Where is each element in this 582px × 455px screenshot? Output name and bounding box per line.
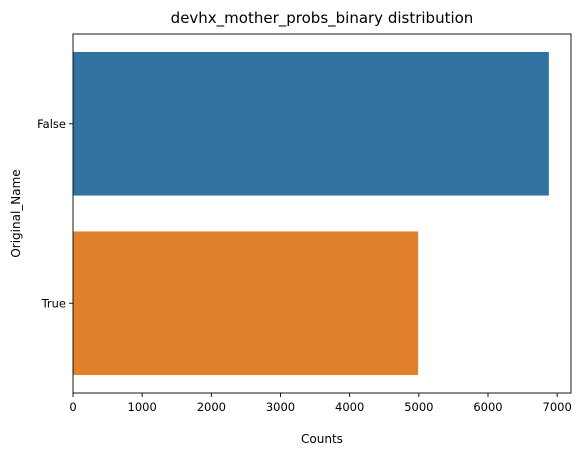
x-tick-label: 7000 [543, 400, 572, 414]
y-axis-ticks: False True [37, 117, 73, 310]
x-tick-label: 0 [69, 400, 76, 414]
chart-title: devhx_mother_probs_binary distribution [171, 9, 474, 28]
x-tick-label: 1000 [128, 400, 157, 414]
y-axis-label: Original_Name [9, 169, 23, 257]
x-axis-label: Counts [301, 432, 343, 446]
x-tick-label: 5000 [404, 400, 433, 414]
x-tick-label: 2000 [197, 400, 226, 414]
bar-false [73, 51, 549, 196]
x-tick-label: 3000 [266, 400, 295, 414]
y-tick-label: False [37, 117, 66, 131]
y-tick-label: True [41, 296, 66, 310]
x-tick-label: 4000 [335, 400, 364, 414]
x-tick-label: 6000 [473, 400, 502, 414]
bar-true [73, 231, 419, 376]
x-axis-ticks: 0 1000 2000 3000 4000 5000 6000 7000 [69, 393, 572, 414]
plot-frame [72, 33, 572, 394]
bars-group [73, 51, 549, 376]
